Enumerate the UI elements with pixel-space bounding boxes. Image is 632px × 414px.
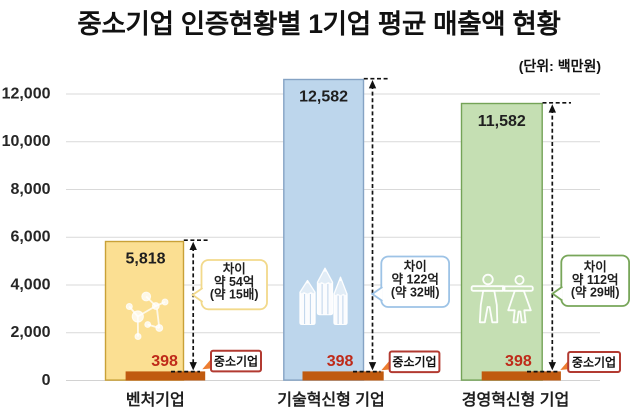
svg-text:398: 398: [151, 353, 178, 370]
svg-text:11,582: 11,582: [478, 113, 526, 130]
svg-text:차이: 차이: [223, 261, 246, 276]
svg-text:(약 29배): (약 29배): [571, 285, 620, 300]
svg-text:기술혁신형 기업: 기술혁신형 기업: [277, 390, 385, 409]
svg-text:398: 398: [327, 353, 354, 370]
svg-text:8,000: 8,000: [10, 181, 50, 198]
svg-text:10,000: 10,000: [2, 133, 51, 150]
svg-text:약 122억: 약 122억: [392, 272, 439, 287]
svg-text:12,582: 12,582: [299, 88, 348, 105]
svg-text:경영혁신형 기업: 경영혁신형 기업: [462, 390, 570, 409]
svg-text:(약 32배): (약 32배): [391, 285, 440, 300]
svg-text:(약 15배): (약 15배): [210, 287, 259, 302]
svg-text:벤처기업: 벤처기업: [126, 391, 185, 409]
svg-text:약 112억: 약 112억: [572, 272, 619, 287]
svg-text:0: 0: [42, 372, 51, 389]
svg-text:차이: 차이: [404, 259, 427, 274]
svg-text:6,000: 6,000: [10, 229, 50, 246]
svg-text:5,818: 5,818: [125, 250, 165, 267]
svg-text:398: 398: [505, 353, 532, 370]
svg-text:중소기업: 중소기업: [392, 354, 436, 369]
svg-text:약 54억: 약 54억: [214, 274, 254, 289]
svg-text:2,000: 2,000: [10, 324, 50, 341]
svg-text:차이: 차이: [584, 259, 607, 274]
svg-text:중소기업: 중소기업: [572, 354, 616, 369]
svg-text:(단위: 백만원): (단위: 백만원): [519, 58, 601, 74]
svg-text:중소기업: 중소기업: [214, 353, 258, 368]
svg-text:4,000: 4,000: [10, 277, 50, 294]
svg-text:12,000: 12,000: [2, 86, 51, 103]
svg-text:중소기업 인증현황별 1기업 평균 매출액 현황: 중소기업 인증현황별 1기업 평균 매출액 현황: [77, 9, 560, 39]
